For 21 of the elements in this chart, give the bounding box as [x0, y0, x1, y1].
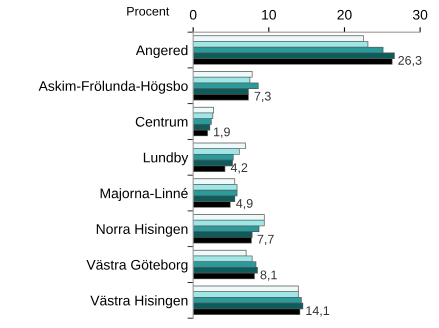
data-label: 1,9 [214, 127, 230, 138]
y-tick-label: Lundby [144, 152, 188, 166]
x-tick-label: 30 [412, 10, 428, 20]
y-tick-label: Västra Göteborg [86, 260, 188, 272]
data-label: 4,2 [230, 163, 248, 174]
y-tick-label: Västra Hisingen [90, 295, 188, 308]
y-tick-label: Angered [136, 44, 188, 58]
x-tick-label: 20 [337, 10, 352, 20]
y-tick-label: Norra Hisingen [96, 224, 188, 237]
data-label: 14,1 [306, 306, 330, 317]
x-tick-label: 0 [190, 10, 196, 20]
data-label: 8,1 [260, 270, 277, 281]
data-label: 26,3 [398, 56, 422, 66]
y-tick-label: Majorna-Linné [100, 188, 188, 202]
y-tick-label: Centrum [136, 116, 188, 127]
x-axis-title: Procent [127, 6, 170, 16]
data-label: 7,3 [254, 92, 271, 102]
data-label: 4,9 [236, 198, 253, 210]
data-label: 7,7 [258, 234, 274, 246]
y-tick-label: Askim-Frölunda-Högsbo [38, 80, 188, 94]
x-tick-label: 10 [262, 10, 276, 20]
